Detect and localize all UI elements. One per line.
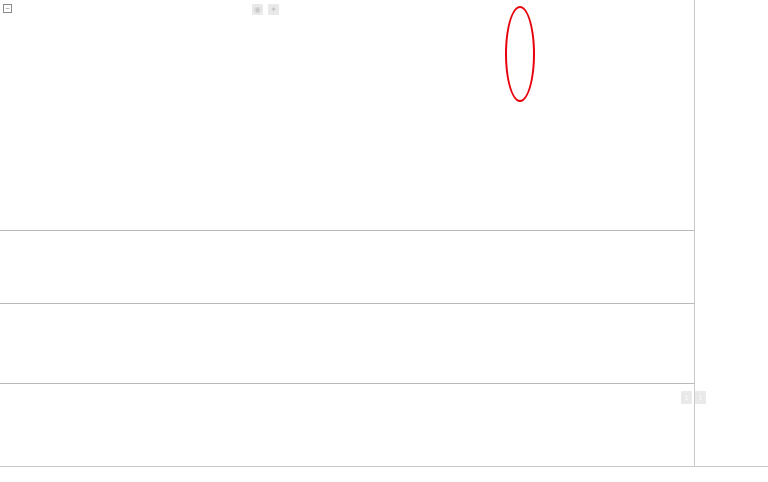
header-buttons: ◉ ✦ [250, 3, 280, 15]
annotation-ellipse [505, 6, 535, 102]
price-axis[interactable] [694, 0, 768, 466]
macd-resize-grip-1[interactable]: ↕ [681, 391, 692, 404]
eye-icon[interactable]: ◉ [252, 3, 263, 15]
time-axis[interactable] [0, 466, 768, 482]
pane-separator-rsi[interactable] [0, 230, 768, 231]
gear-icon[interactable]: ✦ [268, 3, 280, 15]
minus-box-icon[interactable]: − [3, 4, 12, 13]
macd-resize-grip-2[interactable]: ↕ [695, 391, 706, 404]
pane-separator-stoch[interactable] [0, 303, 768, 304]
pane-separator-macd[interactable] [0, 383, 768, 384]
